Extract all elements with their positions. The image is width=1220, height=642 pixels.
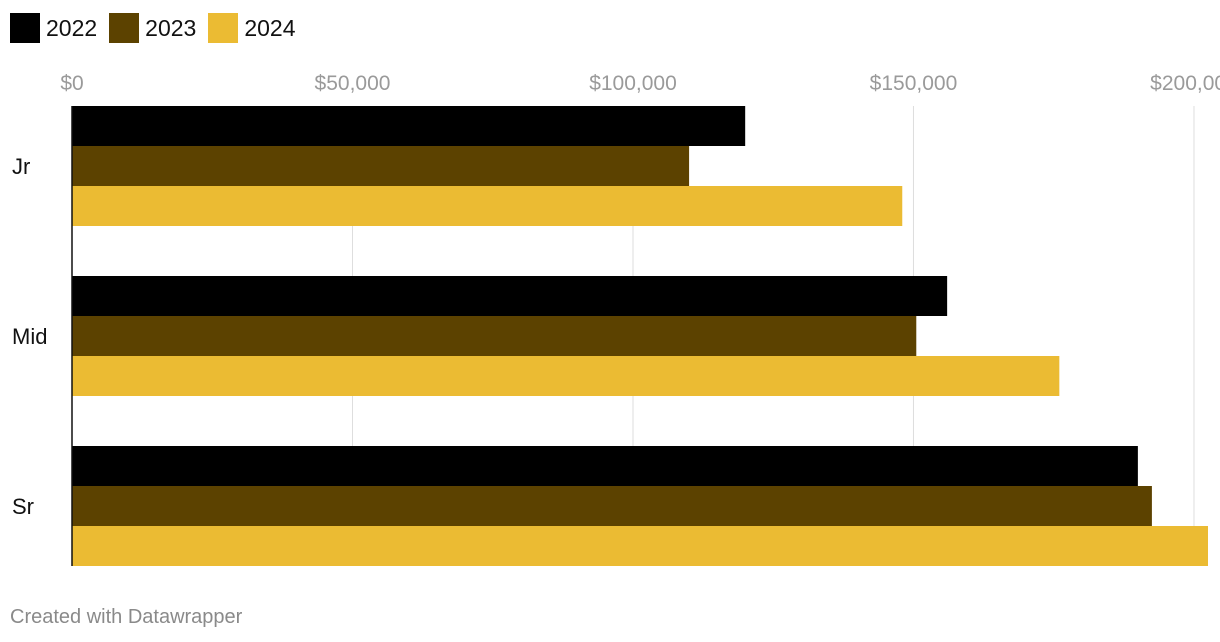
x-tick-label: $50,000 bbox=[315, 72, 391, 95]
category-label: Jr bbox=[12, 154, 30, 179]
legend-item-2022: 2022 bbox=[10, 13, 97, 43]
legend-item-2024: 2024 bbox=[208, 13, 296, 43]
footer-credit: Created with Datawrapper bbox=[10, 606, 243, 628]
bar-chart: $0 $50,000 $100,000 $150,000 $200,000 Jr Mid S… bbox=[12, 72, 1220, 566]
bar-mid-2024 bbox=[72, 356, 1060, 396]
category-labels: Jr Mid Sr bbox=[12, 154, 47, 519]
bar-jr-2024 bbox=[72, 186, 903, 226]
bar-sr-2023 bbox=[72, 486, 1152, 526]
legend-swatch-2024 bbox=[208, 13, 239, 43]
bar-sr-2022 bbox=[72, 446, 1138, 486]
x-tick-label: $200,000 bbox=[1150, 72, 1220, 95]
category-label: Sr bbox=[12, 494, 34, 519]
bar-mid-2023 bbox=[72, 316, 917, 356]
x-axis-ticks: $0 $50,000 $100,000 $150,000 $200,000 bbox=[60, 72, 1220, 95]
bar-jr-2023 bbox=[72, 146, 690, 186]
bar-jr-2022 bbox=[72, 106, 746, 146]
chart-legend: 2022 2023 2024 bbox=[10, 12, 308, 44]
legend-item-2023: 2023 bbox=[109, 13, 196, 43]
bar-mid-2022 bbox=[72, 276, 948, 316]
legend-label-2022: 2022 bbox=[46, 14, 98, 41]
category-label: Mid bbox=[12, 324, 47, 349]
bars bbox=[72, 106, 1208, 566]
x-tick-label: $150,000 bbox=[870, 72, 958, 95]
legend-label-2023: 2023 bbox=[145, 14, 197, 41]
legend-swatch-2023 bbox=[109, 13, 140, 43]
legend-label-2024: 2024 bbox=[244, 14, 296, 41]
x-tick-label: $0 bbox=[60, 72, 83, 95]
x-tick-label: $100,000 bbox=[589, 72, 677, 95]
bar-sr-2024 bbox=[72, 526, 1208, 566]
legend-swatch-2022 bbox=[10, 13, 40, 43]
